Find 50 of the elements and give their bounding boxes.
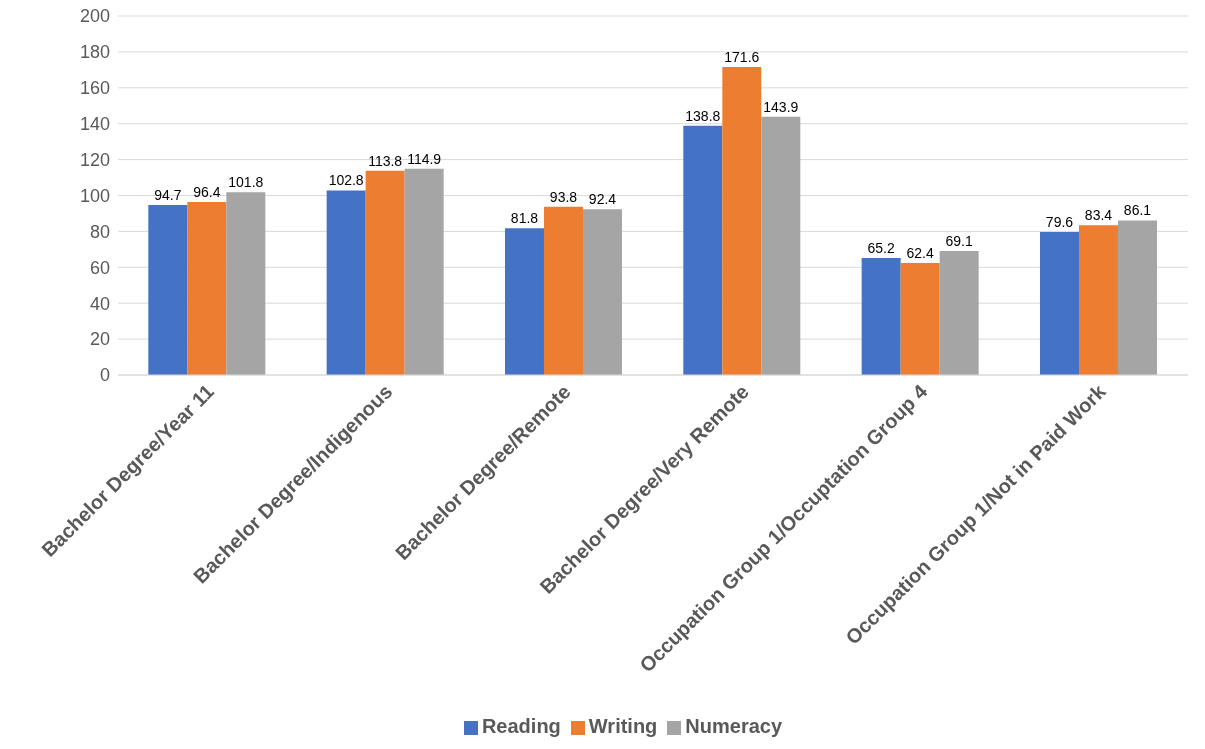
bar bbox=[722, 66, 762, 375]
bar bbox=[504, 228, 544, 375]
bar bbox=[683, 125, 723, 375]
bar bbox=[861, 257, 901, 375]
data-label: 101.8 bbox=[228, 174, 264, 191]
bar bbox=[582, 209, 622, 375]
bar bbox=[761, 116, 801, 375]
bar bbox=[1039, 232, 1079, 375]
y-tick-label: 100 bbox=[79, 185, 110, 206]
y-tick-label: 200 bbox=[79, 6, 110, 27]
data-label: 86.1 bbox=[1123, 202, 1152, 219]
data-label: 138.8 bbox=[685, 107, 721, 124]
legend-label: Reading bbox=[481, 715, 561, 737]
data-label: 171.6 bbox=[724, 48, 760, 65]
bar bbox=[148, 205, 188, 375]
data-label: 113.8 bbox=[368, 152, 403, 169]
data-label: 143.9 bbox=[763, 98, 799, 115]
y-tick-label: 40 bbox=[89, 293, 110, 314]
bar bbox=[326, 190, 366, 375]
bar bbox=[939, 250, 979, 375]
data-label: 92.4 bbox=[588, 191, 617, 208]
bar bbox=[404, 168, 444, 375]
data-label: 93.8 bbox=[549, 188, 578, 205]
data-label: 62.4 bbox=[906, 244, 934, 261]
y-tick-label: 180 bbox=[79, 42, 110, 63]
data-label: 94.7 bbox=[154, 187, 182, 204]
bar bbox=[900, 262, 940, 375]
bar bbox=[187, 201, 227, 375]
data-label: 114.9 bbox=[407, 150, 442, 167]
bar bbox=[1117, 220, 1157, 375]
y-tick-label: 160 bbox=[79, 78, 110, 99]
y-tick-label: 120 bbox=[79, 149, 110, 170]
y-tick-label: 80 bbox=[89, 221, 110, 242]
legend-label: Writing bbox=[588, 715, 658, 737]
y-tick-label: 60 bbox=[89, 257, 110, 278]
bar bbox=[1078, 225, 1118, 375]
data-label: 96.4 bbox=[193, 183, 221, 200]
bar bbox=[365, 170, 405, 375]
y-tick-label: 20 bbox=[89, 329, 110, 350]
data-label: 102.8 bbox=[328, 172, 364, 189]
y-tick-label: 140 bbox=[79, 114, 110, 135]
data-label: 83.4 bbox=[1084, 207, 1113, 224]
legend-label: Numeracy bbox=[685, 715, 783, 737]
data-label: 65.2 bbox=[867, 239, 895, 256]
bar bbox=[226, 192, 266, 375]
y-tick-label: 0 bbox=[99, 365, 110, 386]
data-label: 69.1 bbox=[945, 232, 973, 249]
data-label: 81.8 bbox=[510, 210, 539, 227]
data-label: 79.6 bbox=[1045, 214, 1074, 231]
bar bbox=[543, 206, 583, 375]
